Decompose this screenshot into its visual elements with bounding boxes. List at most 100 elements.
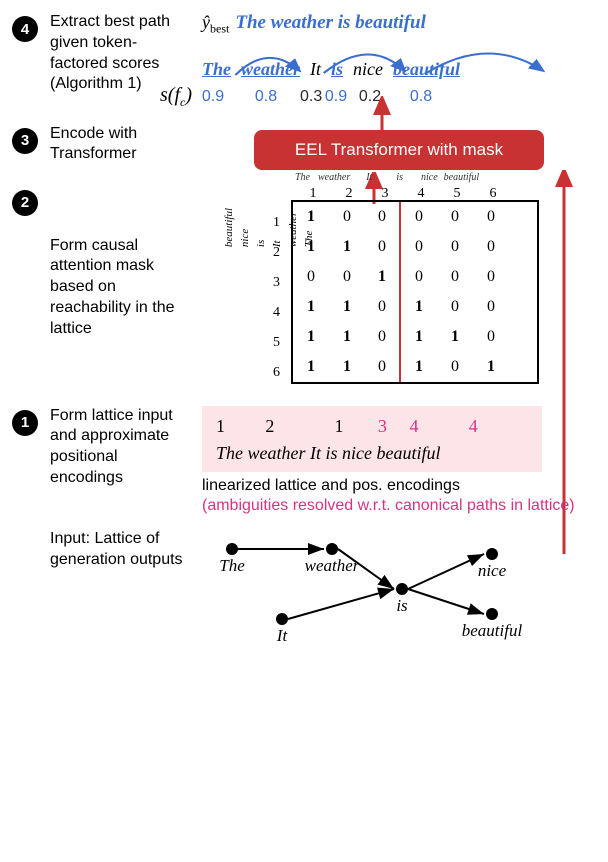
lattice-edge [408,589,484,614]
matrix-cell: 1 [293,322,329,352]
coln-2: 3 [367,186,403,202]
col-tok-4: nice [421,172,438,183]
matrix-cell: 0 [401,262,437,292]
matrix-cell: 0 [365,232,401,262]
matrix-cell: 0 [437,232,473,262]
matrix-cell: 0 [365,292,401,322]
step-4-visual: ŷbest The weather is beautiful The weath… [202,12,596,110]
rowt-0: The [303,208,315,247]
matrix-cell: 0 [473,292,509,322]
rown-2: 3 [273,268,280,298]
matrix-cell: 1 [329,322,365,352]
step-badge-1: 1 [12,410,38,436]
matrix-cell: 0 [437,262,473,292]
matrix-cell: 1 [293,352,329,382]
matrix-cell: 0 [437,202,473,232]
matrix-row-tokens: beautiful nice is It weather The [223,208,315,247]
col-tok-2: It [366,172,372,183]
matrix-cell: 1 [293,292,329,322]
matrix-cell: 0 [401,202,437,232]
lattice-node [486,608,498,620]
pos-tokens-line: The weather It is nice beautiful [216,443,528,464]
pos-value: 2 [265,416,334,437]
score-3: 0.9 [322,88,350,106]
lattice-label: weather [305,556,360,575]
lattice-visual: TheweatherItisnicebeautiful [202,529,596,654]
matrix-col-tokens: The weather It is nice beautiful [295,172,479,183]
rown-5: 6 [273,358,280,388]
eel-transformer-box: EEL Transformer with mask [254,130,544,170]
step-4: 4 Extract best path given token-factored… [12,12,596,110]
ybest-symbol: ŷbest [202,12,229,37]
matrix-cell: 0 [329,202,365,232]
lattice-node [226,543,238,555]
step-desc-3: Encode with Transformer [50,124,190,166]
step-1: 1 Form lattice input and approximate pos… [12,406,596,518]
matrix-cell: 0 [401,232,437,262]
matrix-cell: 1 [401,352,437,382]
input-stage: Input: Lattice of generation outputs The… [12,529,596,654]
matrix-cell: 1 [329,352,365,382]
lattice-edge [408,554,484,589]
matrix-cell: 1 [329,232,365,262]
token-is: is [331,59,343,80]
rown-4: 5 [273,328,280,358]
rowt-1: weather [287,208,299,247]
lattice-label: It [276,626,289,645]
lattice-node [486,548,498,560]
token-weather: weather [241,59,300,80]
col-tok-5: beautiful [444,172,480,183]
rowt-2: It [271,208,283,247]
lattice-label: is [396,596,408,615]
matrix-cell: 0 [473,262,509,292]
matrix-cell: 1 [329,292,365,322]
pos-value: 4 [469,416,528,437]
matrix-cell: 0 [365,352,401,382]
matrix-cell: 1 [401,322,437,352]
matrix-cell: 1 [473,352,509,382]
step-desc-1: Form lattice input and approximate posit… [50,406,190,489]
matrix-cell: 0 [293,262,329,292]
score-2: 0.3 [300,88,322,106]
rowt-3: is [255,208,267,247]
col-tok-0: The [295,172,310,183]
matrix-cell: 1 [437,322,473,352]
matrix-cell: 0 [437,352,473,382]
step-1-visual: 121344 The weather It is nice beautiful … [202,406,596,518]
coln-0: 1 [295,186,331,202]
token-the: The [202,59,231,80]
pos-row: 121344 [216,416,528,437]
lattice-svg: TheweatherItisnicebeautiful [202,529,542,649]
coln-3: 4 [403,186,439,202]
lattice-label: The [219,556,245,575]
sfc-label: s(fc) [154,84,194,110]
pos-value: 4 [410,416,469,437]
matrix-cell: 0 [473,202,509,232]
score-1: 0.8 [232,88,300,106]
step-badge-4: 4 [12,16,38,42]
step-2: 2 Form causal attention mask based on re… [12,186,596,384]
token-beautiful: beautiful [393,59,460,80]
matrix-grid: 100000110000001000110100110110110101 [291,200,539,384]
pos-value: 1 [216,416,265,437]
ybest-hat: ŷ [202,12,210,32]
rowt-4: nice [239,208,251,247]
coln-5: 6 [475,186,511,202]
coln-1: 2 [331,186,367,202]
rown-3: 4 [273,298,280,328]
matrix-cell: 1 [365,262,401,292]
ybest-line: ŷbest The weather is beautiful [202,12,596,37]
lattice-label: beautiful [462,621,523,640]
step-desc-2: Form causal attention mask based on reac… [50,236,190,340]
linearized-l1: linearized lattice and pos. encodings [202,477,460,494]
lattice-node [396,583,408,595]
rowt-5: beautiful [223,208,235,247]
matrix-cell: 0 [473,232,509,262]
matrix-cell: 0 [365,322,401,352]
linearized-caption: linearized lattice and pos. encodings (a… [202,476,596,518]
lattice-node [326,543,338,555]
positional-encoding-box: 121344 The weather It is nice beautiful [202,406,542,472]
tokens-row: The weather It is nice beautiful [202,59,596,80]
pos-value: 1 [334,416,377,437]
attention-matrix: The weather It is nice beautiful 1 2 3 4… [202,186,596,384]
